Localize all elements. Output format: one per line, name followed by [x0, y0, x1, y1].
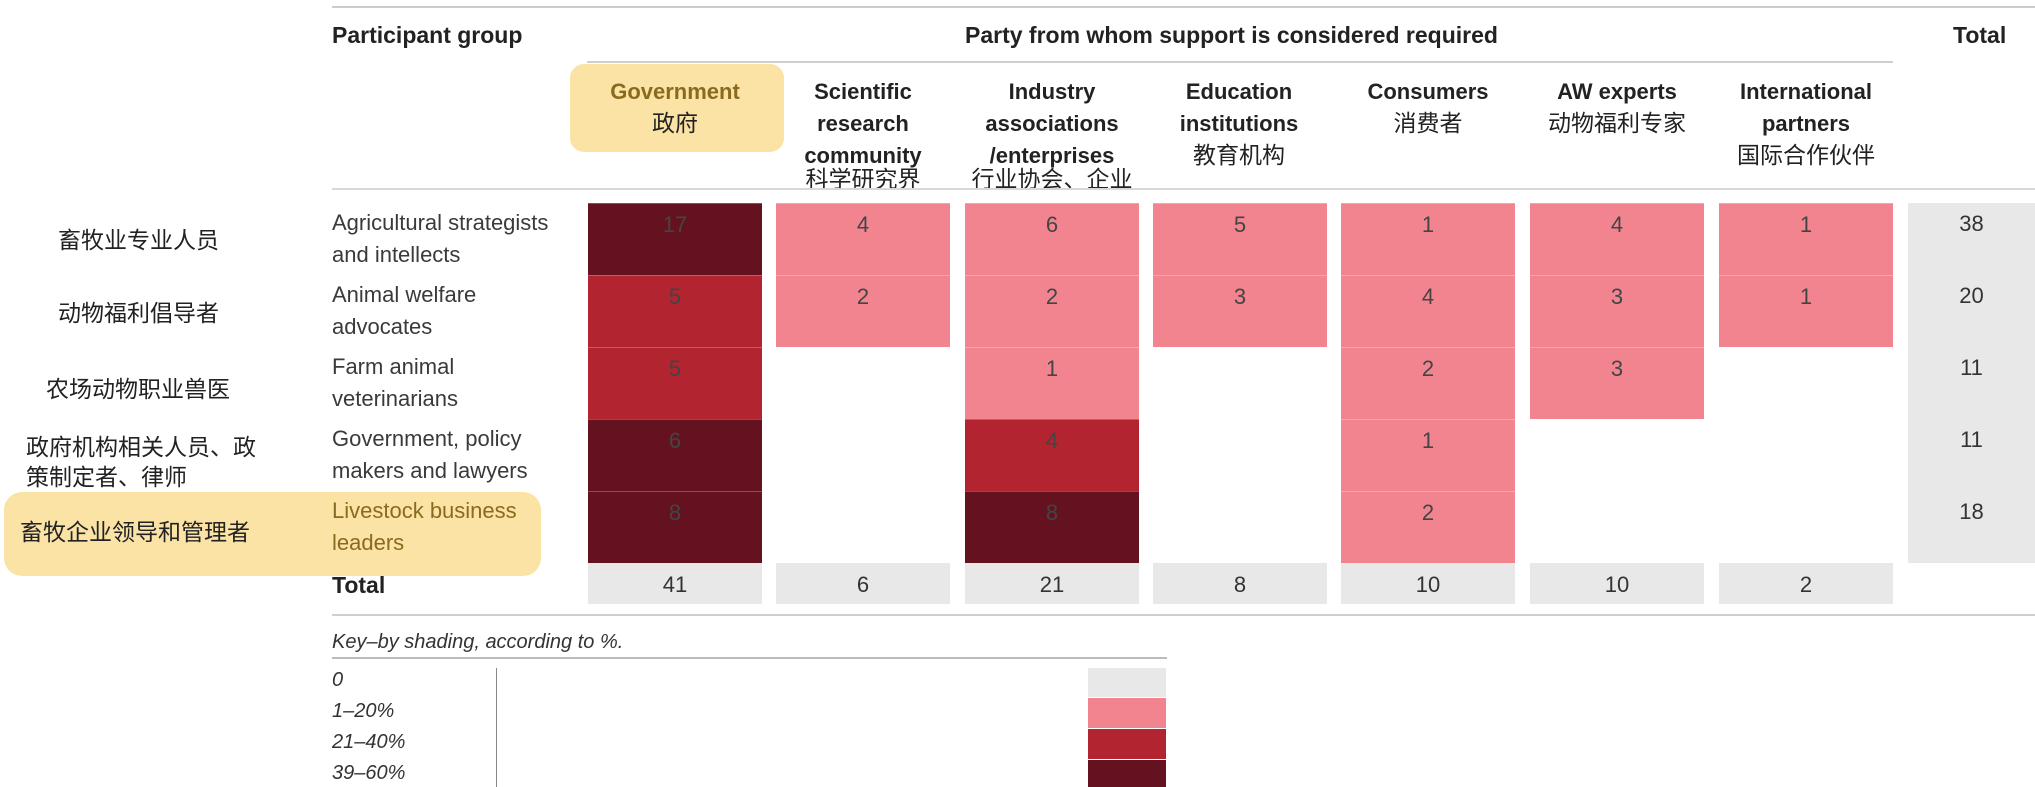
legend-title: Key–by shading, according to %.: [332, 631, 624, 653]
col-head-scientific: Scientific research community 科学研究界: [775, 76, 951, 196]
heatmap-cell: 4: [1341, 275, 1515, 347]
legend-swatch-0: [1088, 668, 1166, 697]
livestock-highlight: [4, 492, 541, 576]
row-zh-label-2: 农场动物职业兽医: [46, 377, 230, 403]
col-head-education: Education institutions 教育机构: [1152, 76, 1326, 172]
row-total: 11: [1908, 347, 2035, 419]
heatmap-cell: 8: [965, 491, 1139, 563]
col-head-zh: 教育机构: [1193, 143, 1285, 169]
total-header: Total: [1953, 22, 2007, 48]
column-total: 41: [588, 563, 762, 604]
participant-group-header: Participant group: [332, 22, 523, 48]
heatmap-cell: 1: [1341, 419, 1515, 491]
heatmap-cell: 6: [588, 419, 762, 491]
row-zh-label-0: 畜牧业专业人员: [58, 228, 219, 254]
legend-rule: [332, 657, 1167, 659]
heatmap-cell: 6: [965, 203, 1139, 275]
heatmap-cell: 2: [1341, 347, 1515, 419]
heatmap-cell: 1: [965, 347, 1139, 419]
col-head-zh: 科学研究界: [805, 167, 921, 193]
column-total: 8: [1153, 563, 1327, 604]
row-total: 20: [1908, 275, 2035, 347]
government-highlight: [570, 64, 784, 152]
row-label-4: Livestock business leaders: [332, 498, 517, 555]
col-head-en: Government: [610, 79, 740, 104]
legend-swatch-1: [1088, 698, 1166, 728]
heatmap-cell: 2: [776, 275, 950, 347]
row-label-0: Agricultural strategists and intellects: [332, 210, 549, 267]
col-head-international: International partners 国际合作伙伴: [1719, 76, 1893, 172]
col-head-government: Government 政府: [588, 76, 762, 140]
heatmap-cell: 3: [1530, 347, 1704, 419]
row-total: 11: [1908, 419, 2035, 491]
row-total: 38: [1908, 203, 2035, 275]
heatmap-cell: 1: [1719, 275, 1893, 347]
heatmap-cell: 1: [1341, 203, 1515, 275]
col-head-zh: 政府: [652, 111, 698, 137]
column-total: 21: [965, 563, 1139, 604]
col-head-industry: Industry associations/enterprises 行业协会、企业: [955, 76, 1149, 196]
legend-divider: [496, 668, 497, 787]
heatmap-cell: 4: [1530, 203, 1704, 275]
row-label-2: Farm animal veterinarians: [332, 354, 458, 411]
party-header: Party from whom support is considered re…: [965, 22, 1498, 48]
total-row-rule: [332, 614, 2035, 616]
legend-label-3: 39–60%: [332, 762, 406, 784]
col-head-en: Education institutions: [1179, 79, 1299, 136]
row-zh-label-1: 动物福利倡导者: [58, 301, 219, 327]
legend-swatch-2: [1088, 729, 1166, 759]
col-head-en: Consumers: [1367, 79, 1489, 104]
heatmap-cell: 5: [1153, 203, 1327, 275]
legend-label-0: 0: [332, 669, 344, 691]
heatmap-cell: 3: [1530, 275, 1704, 347]
column-total: 10: [1341, 563, 1515, 604]
col-head-zh: 动物福利专家: [1548, 111, 1686, 137]
col-head-en: Industry associations/enterprises: [985, 79, 1119, 168]
heatmap-cell: 4: [776, 203, 950, 275]
col-head-en: International partners: [1739, 79, 1872, 136]
top-rule: [332, 6, 2035, 8]
heatmap-cell: 17: [588, 203, 762, 275]
heatmap-cell: 8: [588, 491, 762, 563]
col-head-zh: 行业协会、企业: [971, 167, 1133, 193]
heatmap-cell: 5: [588, 275, 762, 347]
column-total: 2: [1719, 563, 1893, 604]
legend-label-2: 21–40%: [332, 731, 406, 753]
heatmap-cell: 3: [1153, 275, 1327, 347]
legend-swatch-3: [1088, 760, 1166, 787]
row-label-3: Government, policy makers and lawyers: [332, 426, 528, 483]
row-total: 18: [1908, 491, 2035, 563]
col-head-aw-experts: AW experts 动物福利专家: [1528, 76, 1706, 140]
party-header-rule: [587, 61, 1893, 63]
column-total: 10: [1530, 563, 1704, 604]
col-head-consumers: Consumers 消费者: [1341, 76, 1515, 140]
col-head-zh: 消费者: [1393, 111, 1463, 137]
heatmap-cell: 2: [1341, 491, 1515, 563]
heatmap-cell: 4: [965, 419, 1139, 491]
column-total: 6: [776, 563, 950, 604]
col-head-en: AW experts: [1557, 79, 1677, 104]
heatmap-cell: 2: [965, 275, 1139, 347]
legend-label-1: 1–20%: [332, 700, 395, 722]
total-row-label: Total: [332, 572, 386, 598]
col-head-zh: 国际合作伙伴: [1737, 143, 1875, 169]
row-zh-label-3: 政府机构相关人员、政策制定者、律师: [26, 435, 256, 491]
heatmap-cell: 5: [588, 347, 762, 419]
column-heads-rule: [332, 188, 2035, 190]
col-head-en: Scientific research community: [804, 79, 922, 168]
heatmap-cell: 1: [1719, 203, 1893, 275]
row-label-1: Animal welfare advocates: [332, 282, 477, 339]
row-zh-label-4: 畜牧企业领导和管理者: [20, 520, 250, 546]
